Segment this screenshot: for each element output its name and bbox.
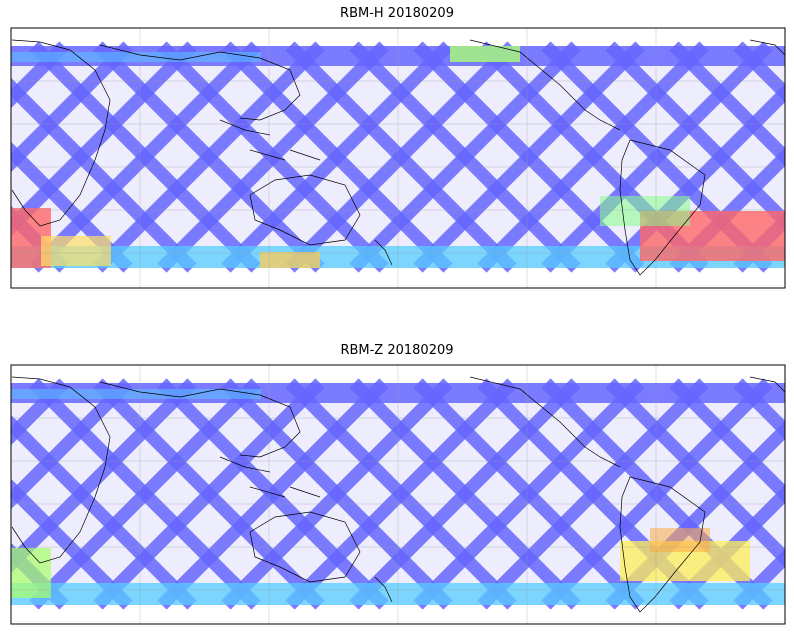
swath-track [669, 378, 785, 504]
swath-track [11, 478, 133, 610]
coastline [249, 174, 361, 246]
coastline [469, 39, 621, 131]
high-value-patch [600, 196, 690, 226]
swath-track [11, 378, 69, 446]
coastline [99, 381, 301, 458]
high-value-patch [650, 528, 710, 552]
coastline [749, 376, 785, 393]
swath-edge-north [11, 389, 261, 399]
coastline [219, 456, 321, 498]
coastline [749, 39, 785, 56]
high-value-patch [41, 236, 111, 266]
coastlines [11, 39, 785, 276]
swath-track [11, 41, 69, 109]
swath-track [157, 41, 389, 273]
swath-track [29, 41, 261, 273]
swath-track [157, 378, 389, 610]
swath-track [733, 548, 785, 610]
swath-track [11, 414, 197, 610]
swath-track [413, 378, 645, 610]
coastline [374, 576, 393, 603]
gridlines [11, 28, 785, 288]
swath-track [11, 77, 197, 273]
swath-edge-north [11, 52, 261, 62]
chart-title-rbm-h: RBM-H 20180209 [340, 6, 454, 21]
swath-track [349, 378, 581, 610]
high-value-patch [11, 548, 51, 598]
chart-title-rbm-z: RBM-Z 20180209 [340, 343, 454, 358]
coastline [99, 44, 301, 121]
swath-track [605, 378, 785, 568]
swath-track [733, 378, 785, 440]
high-value-patch [450, 46, 520, 62]
high-value-patch [260, 252, 320, 268]
coastline [249, 511, 361, 583]
coastline [469, 376, 621, 468]
map-panel-rbm-h [10, 27, 786, 289]
map-frame [10, 27, 786, 289]
swath-track [93, 41, 325, 273]
swath-track [221, 41, 453, 273]
swath-track [669, 41, 785, 167]
swath-track [733, 41, 785, 103]
coastline [219, 119, 321, 161]
coastline [11, 376, 111, 564]
swath-track [11, 141, 133, 273]
high-value-patches [11, 46, 785, 268]
coastline [619, 139, 706, 276]
swath-track [413, 41, 645, 273]
coastline [374, 239, 393, 266]
swath-track [221, 378, 453, 610]
swath-track [349, 41, 581, 273]
gridlines [11, 365, 785, 624]
map-panel-rbm-z [10, 364, 786, 625]
high-value-patches [11, 528, 750, 598]
coastline [619, 476, 706, 613]
swath-track [285, 378, 517, 610]
map-frame [10, 364, 786, 625]
swath-track [285, 41, 517, 273]
swath-track [29, 378, 261, 610]
coastlines [11, 376, 785, 613]
coastline [11, 39, 111, 227]
swath-track [605, 41, 785, 231]
swath-track [93, 378, 325, 610]
